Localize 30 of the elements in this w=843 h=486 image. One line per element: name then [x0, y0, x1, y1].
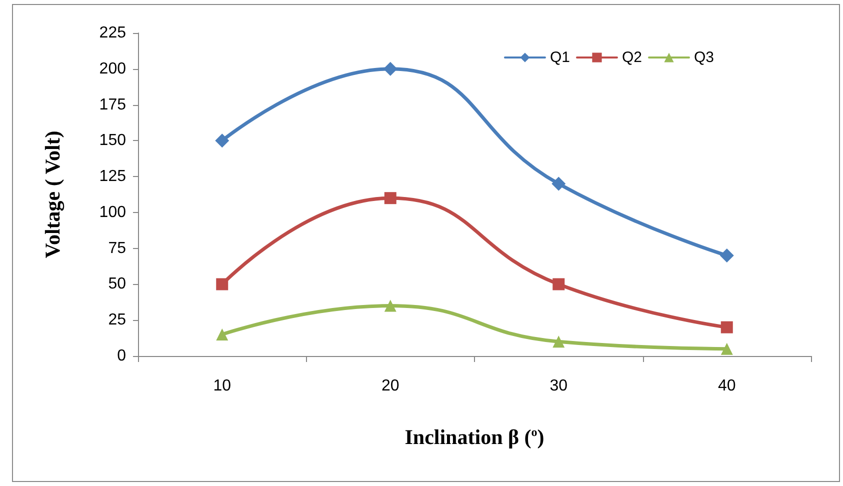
- legend-label: Q1: [550, 49, 570, 66]
- point: [552, 336, 565, 348]
- y-tick-label: 175: [99, 96, 126, 114]
- point: [216, 278, 228, 290]
- y-tick-label: 200: [99, 60, 126, 78]
- y-tick-label: 100: [99, 204, 126, 221]
- legend-label: Q2: [622, 49, 642, 66]
- y-tick-label: 25: [108, 312, 126, 329]
- point: [552, 176, 566, 191]
- y-tick-label: 150: [99, 132, 126, 150]
- point: [216, 328, 228, 340]
- y-tick-label: 0: [117, 348, 126, 364]
- y-axis-title: Voltage ( Volt): [40, 130, 64, 258]
- point: [720, 342, 733, 355]
- x-tick-label: 30: [550, 378, 568, 394]
- point: [384, 192, 396, 204]
- point: [383, 62, 398, 76]
- y-tick-label: 225: [99, 24, 126, 42]
- legend-label: Q3: [694, 49, 714, 66]
- y-tick-label: 75: [108, 240, 126, 257]
- point: [552, 278, 565, 290]
- x-tick-label: 40: [718, 378, 736, 394]
- point: [384, 300, 396, 312]
- x-tick-label: 10: [213, 378, 232, 394]
- x-tick-label: 20: [381, 378, 400, 394]
- y-tick-label: 50: [108, 276, 126, 293]
- point: [720, 321, 733, 334]
- y-tick-label: 125: [99, 168, 126, 186]
- point: [720, 248, 734, 263]
- point: [215, 134, 230, 148]
